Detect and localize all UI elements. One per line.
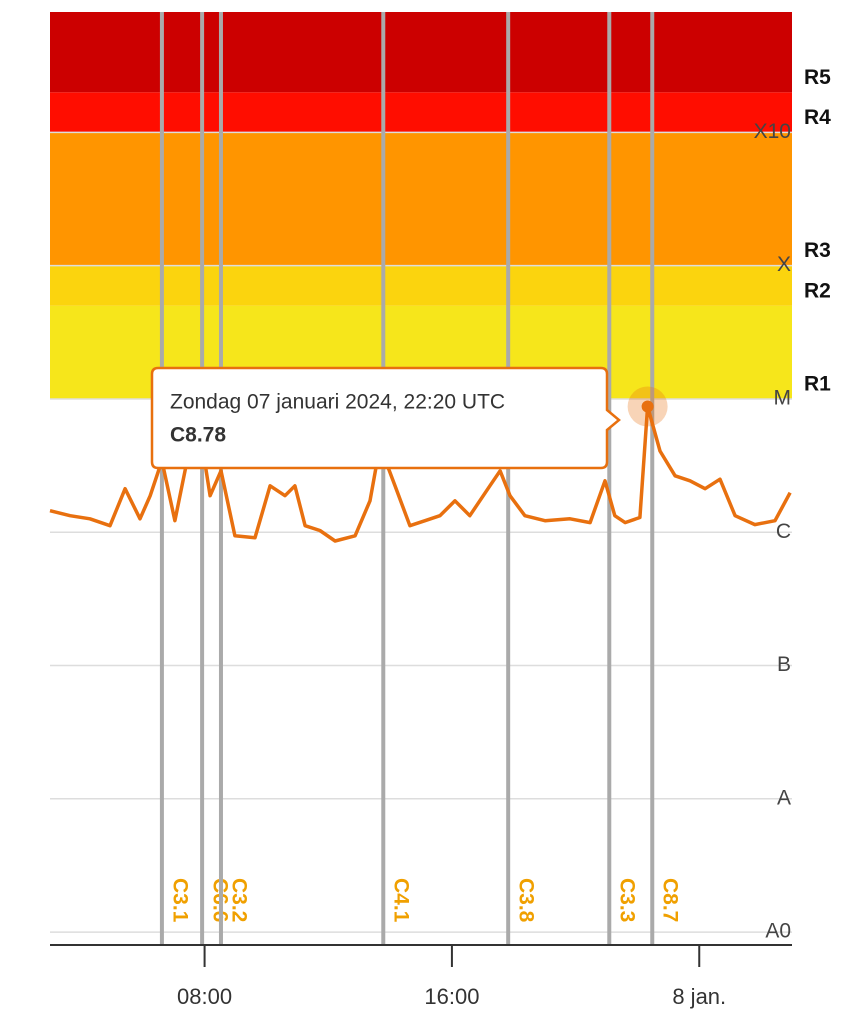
- flux-line: [49, 404, 792, 543]
- tooltip-box: [150, 366, 621, 470]
- flare-label: C3.1: [168, 878, 191, 923]
- hover-point: [641, 400, 654, 413]
- flare-label: C4.1: [390, 878, 413, 923]
- y-tick-label: M: [774, 386, 792, 409]
- band-label: R4: [804, 106, 831, 129]
- band-label: R2: [804, 279, 831, 302]
- y-tick-label: X10: [754, 120, 791, 143]
- y-tick-label: A: [777, 786, 791, 809]
- flare-label: C3.8: [515, 878, 538, 923]
- y-tick-label: B: [777, 653, 791, 676]
- band-label: R3: [804, 239, 831, 262]
- band: [50, 132, 792, 266]
- band-label: R1: [804, 372, 831, 395]
- x-tick-label: 08:00: [177, 984, 232, 1009]
- y-tick-label: C: [776, 520, 791, 543]
- x-tick-label: 16:00: [424, 984, 479, 1009]
- y-tick-label: X: [777, 253, 791, 276]
- band: [50, 92, 792, 133]
- flare-label: C3.3: [616, 878, 639, 922]
- tooltip-title: Zondag 07 januari 2024, 22:20 UTC: [170, 391, 505, 414]
- x-tick-label: 8 jan.: [672, 984, 726, 1009]
- y-tick-label: A0: [765, 920, 791, 943]
- band: [50, 265, 792, 306]
- band: [50, 12, 792, 93]
- flare-label: C8.7: [659, 878, 682, 922]
- tooltip-value: C8.78: [170, 424, 226, 447]
- flare-label: C3.2: [227, 878, 250, 922]
- band-label: R5: [804, 66, 831, 89]
